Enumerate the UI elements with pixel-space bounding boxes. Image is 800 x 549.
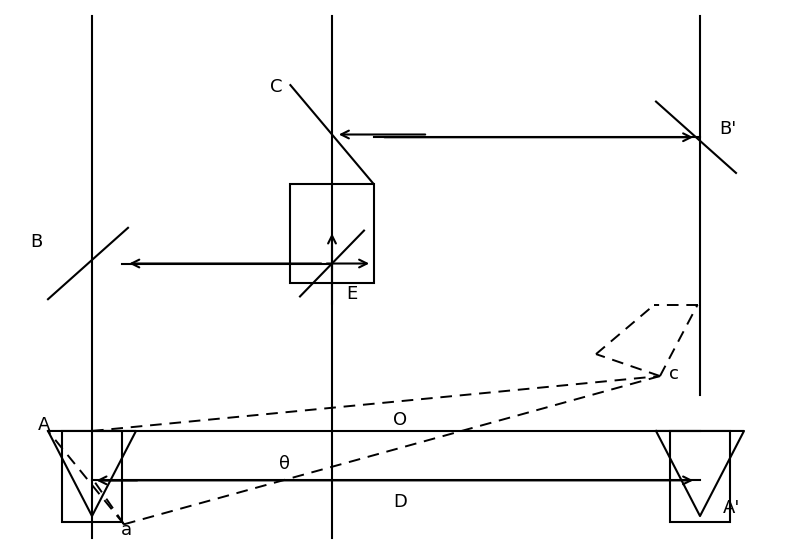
Text: C: C: [270, 78, 282, 96]
Text: A: A: [38, 417, 50, 434]
Bar: [62, 431, 122, 522]
Text: E: E: [346, 285, 358, 302]
Text: O: O: [393, 411, 407, 429]
Text: a: a: [121, 521, 132, 539]
Text: D: D: [393, 494, 407, 511]
Text: c: c: [670, 366, 679, 383]
Text: θ: θ: [278, 455, 290, 473]
Text: B': B': [719, 120, 737, 138]
Bar: [290, 184, 374, 283]
Text: A': A': [723, 499, 741, 517]
Bar: [670, 431, 730, 522]
Text: B: B: [30, 233, 42, 250]
